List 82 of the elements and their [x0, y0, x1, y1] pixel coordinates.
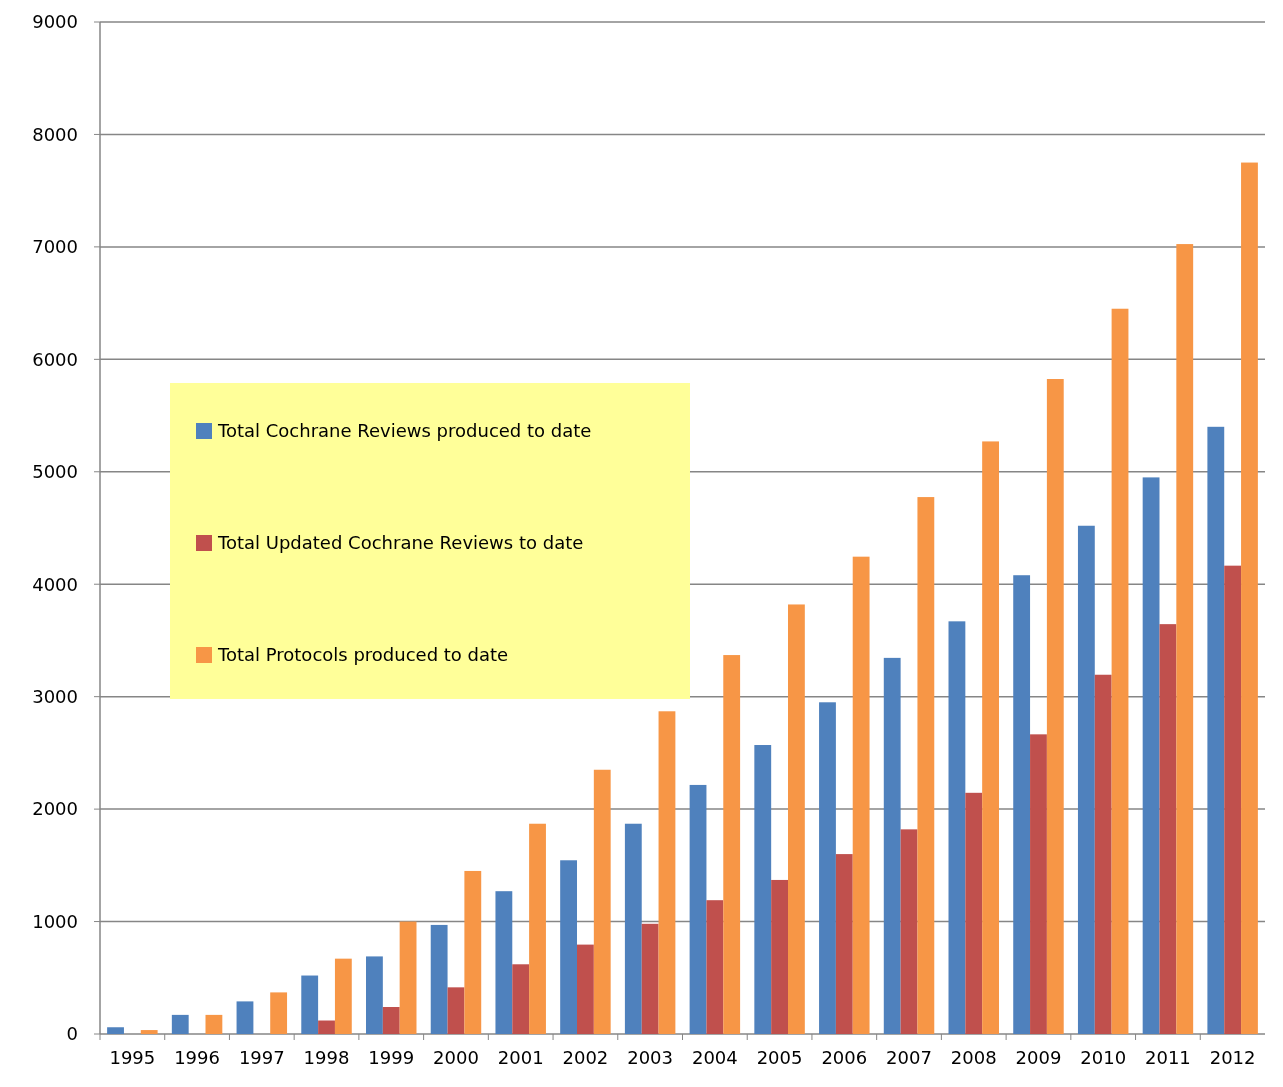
bar — [788, 604, 805, 1034]
bar — [1176, 244, 1194, 1034]
bar — [723, 655, 741, 1034]
bar — [140, 1030, 158, 1034]
bar — [1013, 575, 1031, 1034]
bar — [495, 891, 513, 1034]
bar — [965, 792, 983, 1034]
bar — [1142, 477, 1160, 1034]
bar — [883, 657, 901, 1034]
bar — [819, 702, 836, 1034]
bar — [512, 964, 530, 1034]
x-tick-label: 1996 — [174, 1047, 220, 1068]
y-tick-label: 1000 — [32, 910, 78, 932]
bar — [1207, 426, 1225, 1034]
bar — [464, 870, 482, 1034]
y-tick-label: 0 — [66, 1023, 78, 1045]
bar — [270, 992, 288, 1034]
bar — [982, 441, 999, 1034]
bar — [382, 1007, 400, 1034]
y-tick-label: 5000 — [32, 461, 78, 483]
bar — [641, 923, 659, 1034]
y-tick-label: 3000 — [32, 685, 78, 707]
x-tick-label: 2003 — [627, 1047, 674, 1068]
bar — [529, 823, 546, 1034]
bar — [560, 860, 577, 1034]
bar — [917, 497, 935, 1034]
y-tick-label: 4000 — [32, 573, 78, 595]
bar — [205, 1014, 223, 1034]
bar — [1111, 308, 1129, 1034]
bar — [430, 924, 448, 1034]
x-tick-label: 2004 — [691, 1047, 738, 1068]
y-tick-label: 9000 — [32, 11, 78, 33]
x-tick-label: 2005 — [756, 1047, 803, 1068]
bar — [900, 829, 918, 1034]
bar — [1094, 674, 1112, 1034]
bar — [318, 1020, 335, 1034]
legend-label: Total Cochrane Reviews produced to date — [217, 420, 592, 442]
bar — [624, 823, 642, 1034]
bar — [689, 784, 707, 1034]
bar — [1241, 162, 1258, 1034]
bar — [1077, 525, 1095, 1034]
bar — [835, 854, 853, 1034]
bar — [852, 556, 870, 1034]
y-tick-label: 8000 — [32, 123, 78, 145]
bar — [1030, 734, 1047, 1034]
x-tick-label: 2002 — [562, 1047, 609, 1068]
x-tick-label: 2000 — [433, 1047, 479, 1068]
bar — [171, 1014, 189, 1034]
bar — [366, 956, 383, 1034]
bar — [658, 711, 676, 1034]
bar — [301, 975, 319, 1034]
x-tick-label: 2011 — [1145, 1047, 1191, 1068]
x-tick-label: 1997 — [238, 1047, 285, 1068]
y-tick-label: 2000 — [32, 798, 78, 820]
bar — [334, 958, 352, 1034]
bar — [1224, 565, 1242, 1034]
x-tick-label: 2012 — [1209, 1047, 1256, 1068]
x-tick-label: 2001 — [497, 1047, 544, 1068]
legend-label: Total Protocols produced to date — [217, 644, 509, 666]
bar — [1159, 624, 1177, 1034]
bar — [107, 1027, 124, 1034]
bar — [771, 879, 788, 1034]
x-tick-label: 1998 — [303, 1047, 350, 1068]
x-tick-label: 2010 — [1080, 1047, 1127, 1068]
x-tick-label: 2006 — [821, 1047, 868, 1068]
y-tick-label: 7000 — [32, 236, 78, 258]
bar — [948, 621, 966, 1034]
x-tick-label: 2007 — [886, 1047, 932, 1068]
bar — [1046, 379, 1064, 1034]
bar — [399, 921, 417, 1034]
bar — [593, 769, 611, 1034]
x-tick-label: 2008 — [950, 1047, 997, 1068]
legend-label: Total Updated Cochrane Reviews to date — [217, 532, 584, 554]
x-tick-label: 1999 — [368, 1047, 415, 1068]
bar — [447, 987, 465, 1034]
x-tick-label: 2009 — [1015, 1047, 1062, 1068]
bar — [754, 745, 772, 1034]
y-tick-label: 6000 — [32, 348, 78, 370]
x-tick-label: 1995 — [109, 1047, 156, 1068]
bar — [577, 944, 594, 1034]
bar — [236, 1001, 254, 1034]
bar — [706, 900, 724, 1034]
